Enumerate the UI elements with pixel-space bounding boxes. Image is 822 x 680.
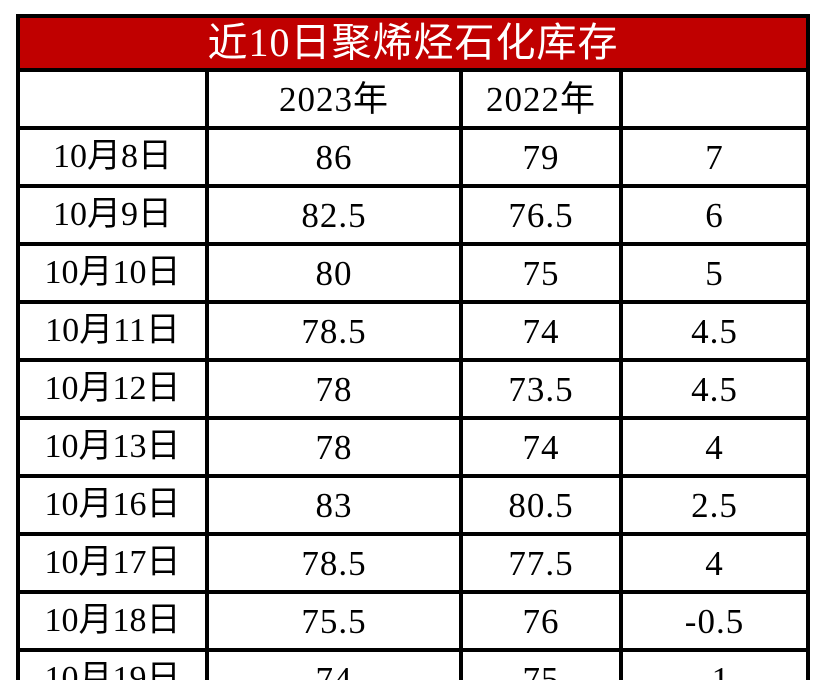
table-row: 10月19日 74 75 -1 <box>16 648 810 680</box>
diff-cell: 4.5 <box>619 358 810 420</box>
diff-cell: 6 <box>619 184 810 246</box>
diff-cell: 4 <box>619 532 810 594</box>
value-2023-cell: 74 <box>205 648 463 680</box>
value-2023-cell: 75.5 <box>205 590 463 652</box>
date-cell: 10月19日 <box>16 648 209 680</box>
value-2022-cell: 75 <box>459 242 623 304</box>
value-2022-cell: 73.5 <box>459 358 623 420</box>
value-2023-cell: 80 <box>205 242 463 304</box>
date-cell: 10月16日 <box>16 474 209 536</box>
value-2022-cell: 76.5 <box>459 184 623 246</box>
value-2023-cell: 83 <box>205 474 463 536</box>
date-cell: 10月8日 <box>16 126 209 188</box>
value-2023-cell: 78 <box>205 358 463 420</box>
table-row: 10月17日 78.5 77.5 4 <box>16 532 810 594</box>
table-row: 10月8日 86 79 7 <box>16 126 810 188</box>
value-2022-cell: 80.5 <box>459 474 623 536</box>
date-cell: 10月12日 <box>16 358 209 420</box>
table-row: 10月11日 78.5 74 4.5 <box>16 300 810 362</box>
value-2023-cell: 78.5 <box>205 532 463 594</box>
diff-cell: 2.5 <box>619 474 810 536</box>
date-cell: 10月18日 <box>16 590 209 652</box>
value-2022-cell: 77.5 <box>459 532 623 594</box>
diff-cell: -0.5 <box>619 590 810 652</box>
value-2022-cell: 74 <box>459 300 623 362</box>
header-row: 2023年 2022年 <box>16 68 810 130</box>
column-header-diff <box>619 68 810 130</box>
date-cell: 10月17日 <box>16 532 209 594</box>
value-2022-cell: 79 <box>459 126 623 188</box>
date-cell: 10月13日 <box>16 416 209 478</box>
value-2023-cell: 78.5 <box>205 300 463 362</box>
table-row: 10月16日 83 80.5 2.5 <box>16 474 810 536</box>
value-2023-cell: 78 <box>205 416 463 478</box>
diff-cell: 4.5 <box>619 300 810 362</box>
table-row: 10月9日 82.5 76.5 6 <box>16 184 810 246</box>
value-2022-cell: 75 <box>459 648 623 680</box>
date-cell: 10月9日 <box>16 184 209 246</box>
table-row: 10月18日 75.5 76 -0.5 <box>16 590 810 652</box>
inventory-table: 近10日聚烯烃石化库存 2023年 2022年 10月8日 86 79 7 10… <box>16 14 810 680</box>
value-2023-cell: 86 <box>205 126 463 188</box>
table-row: 10月13日 78 74 4 <box>16 416 810 478</box>
diff-cell: -1 <box>619 648 810 680</box>
date-cell: 10月11日 <box>16 300 209 362</box>
diff-cell: 5 <box>619 242 810 304</box>
table-title: 近10日聚烯烃石化库存 <box>16 14 810 72</box>
value-2022-cell: 76 <box>459 590 623 652</box>
date-cell: 10月10日 <box>16 242 209 304</box>
diff-cell: 7 <box>619 126 810 188</box>
table-row: 10月10日 80 75 5 <box>16 242 810 304</box>
title-row: 近10日聚烯烃石化库存 <box>16 14 810 72</box>
column-header-blank <box>16 68 209 130</box>
table-row: 10月12日 78 73.5 4.5 <box>16 358 810 420</box>
diff-cell: 4 <box>619 416 810 478</box>
value-2022-cell: 74 <box>459 416 623 478</box>
value-2023-cell: 82.5 <box>205 184 463 246</box>
column-header-2023: 2023年 <box>205 68 463 130</box>
column-header-2022: 2022年 <box>459 68 623 130</box>
